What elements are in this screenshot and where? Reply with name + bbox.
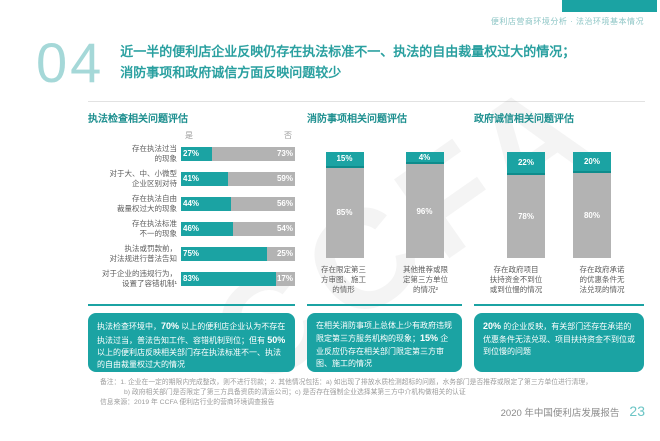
chart-government-integrity: 政府诚信相关问题评估 22% 78% 20% 80% 存在政府项目 扶持资金不到… <box>474 110 644 306</box>
callout-fire: 在相关消防事项上总体上少有政府违规限定第三方服务机构的现象；15% 企业反应仍存… <box>307 313 462 372</box>
charts-row: 执法检查相关问题评估 是 否 存在执法过当 的现象 27% 73% 对于大、中、… <box>88 110 645 306</box>
bar-segment-no: 85% <box>325 167 364 258</box>
bar-category-label: 存在政府承诺 的优惠条件无 法兑现的情况 <box>579 265 625 294</box>
callout-law: 执法检查环境中，70% 以上的便利店企业认为不存在执法过当，普法告知工作、容错机… <box>88 313 295 372</box>
stacked-bar: 75% 25% <box>181 246 295 261</box>
chart-title-law: 执法检查相关问题评估 <box>88 114 188 125</box>
footnote-line-1: 备注：1. 企业在一定的期限内完成整改，则不进行罚款；2. 其他情况包括：a) … <box>100 379 593 386</box>
bar-category-label: 其他推荐或限 定第三方单位 的情况² <box>403 265 448 294</box>
callout-text: 执法检查环境中， <box>97 322 161 331</box>
bar-segment-yes: 22% <box>507 152 545 176</box>
bar-segment-yes: 75% <box>181 246 267 261</box>
bar-segment-yes: 4% <box>405 152 444 164</box>
bar-row: 执法或罚款前， 对法规进行普法告知 75% 25% <box>88 243 295 264</box>
chart-title-gov: 政府诚信相关问题评估 <box>474 114 574 125</box>
bar-row-label: 存在执法过当 的现象 <box>132 144 177 163</box>
top-accent-bar <box>562 0 657 12</box>
page-number: 23 <box>629 403 645 419</box>
bar-segment-yes: 27% <box>181 146 212 161</box>
section-number: 04 <box>36 31 105 94</box>
bar-segment-no: 25% <box>266 246 295 261</box>
chart-title-fire: 消防事项相关问题评估 <box>307 114 407 125</box>
stacked-bar: 46% 54% <box>181 221 295 236</box>
bar-segment-yes: 15% <box>325 152 364 168</box>
bar-segment-no: 78% <box>507 175 545 258</box>
axis-baseline <box>307 304 462 306</box>
bar-row-label: 存在执法自由 裁量权过大的现象 <box>117 194 177 213</box>
stacked-bar: 41% 59% <box>181 171 295 186</box>
bar-row: 存在执法自由 裁量权过大的现象 44% 56% <box>88 193 295 214</box>
bar-segment-yes: 46% <box>181 221 234 236</box>
chart-law-enforcement: 执法检查相关问题评估 是 否 存在执法过当 的现象 27% 73% 对于大、中、… <box>88 110 295 306</box>
callout-highlight: 70% <box>161 321 180 331</box>
bar-row: 存在执法标准 不一的现象 46% 54% <box>88 218 295 239</box>
bar-row-label: 存在执法标准 不一的现象 <box>132 219 177 238</box>
bar-row: 对于大、中、小微型 企业区别对待 41% 59% <box>88 168 295 189</box>
footer-report-title: 2020 年中国便利店发展报告 <box>500 408 620 419</box>
callout-text: 的企业反映，有关部门还存在承诺的优惠条件无法兑现、项目扶持资金不到位或到位慢的问… <box>483 322 635 356</box>
bar-row-label: 执法或罚款前， 对法规进行普法告知 <box>109 244 178 263</box>
bar-segment-no: 73% <box>211 146 295 161</box>
axis-baseline <box>88 304 295 306</box>
bar-segment-yes: 44% <box>181 196 232 211</box>
breadcrumb: 便利店营商环境分析 · 法治环境基本情况 <box>490 17 644 26</box>
stacked-bar: 20% 80% <box>573 152 611 258</box>
bar-segment-no: 17% <box>275 271 295 286</box>
title-line-2: 消防事项和政府诚信方面反映问题较少 <box>120 65 342 80</box>
bar-category-label: 存在政府项目 扶持资金不到位 或到位慢的情况 <box>489 265 543 294</box>
bar-segment-no: 59% <box>227 171 295 186</box>
title-line-1: 近一半的便利店企业反映仍存在执法标准不一、执法的自由裁量权过大的情况； <box>120 44 576 59</box>
bar-segment-yes: 20% <box>573 152 611 174</box>
bar-segment-no: 96% <box>405 164 444 258</box>
legend-no-label: 否 <box>284 131 292 140</box>
stacked-bar: 83% 17% <box>181 271 295 286</box>
callout-text: 在相关消防事项上总体上少有政府违规限定第三方服务机构的现象； <box>316 321 452 343</box>
callout-highlight: 50% <box>267 334 286 345</box>
bar-segment-yes: 83% <box>181 271 276 286</box>
bar-row-label: 对于企业的违规行为， 设置了容错机制¹ <box>102 269 177 288</box>
stacked-bar: 44% 56% <box>181 196 295 211</box>
callout-highlight: 20% <box>483 321 502 331</box>
bar-segment-yes: 41% <box>181 171 228 186</box>
bar-category-labels: 存在政府项目 扶持资金不到位 或到位慢的情况 存在政府承诺 的优惠条件无 法兑现… <box>474 265 644 294</box>
callout-text: 以上的便利店反映相关部门存在执法标准不一、执法的自由裁量权过大的情况 <box>97 348 281 369</box>
legend-yes-label: 是 <box>185 131 193 140</box>
vertical-bars: 15% 85% 4% 96% <box>307 152 462 258</box>
bar-row-label: 对于大、中、小微型 企业区别对待 <box>109 169 178 188</box>
bar-row: 存在执法过当 的现象 27% 73% <box>88 143 295 164</box>
bar-row: 对于企业的违规行为， 设置了容错机制¹ 83% 17% <box>88 268 295 289</box>
callouts-row: 执法检查环境中，70% 以上的便利店企业认为不存在执法过当，普法告知工作、容错机… <box>88 313 645 372</box>
callout-gov: 20% 的企业反映，有关部门还存在承诺的优惠条件无法兑现、项目扶持资金不到位或到… <box>474 313 644 372</box>
header-divider <box>88 101 645 102</box>
stacked-bar: 4% 96% <box>405 152 444 258</box>
callout-text: 以上的便利店企业认为不存在执法过当，普法告知工作、容错机制到位；但有 <box>97 322 286 345</box>
axis-baseline <box>474 304 644 306</box>
bar-segment-no: 80% <box>573 173 611 258</box>
bar-segment-no: 56% <box>231 196 295 211</box>
chart-law-legend: 是 否 <box>88 130 295 141</box>
callout-text: 企业反应仍存在相关部门限定第三方审图、施工的情况 <box>316 334 449 368</box>
bar-category-labels: 存在限定第三 方审图、施工 的情形 其他推荐或限 定第三方单位 的情况² <box>307 265 462 294</box>
footnote-source: 信息来源：2019 年 CCFA 便利店行业的营商环境调查报告 <box>100 399 275 407</box>
vertical-bars: 22% 78% 20% 80% <box>474 152 644 258</box>
stacked-bar: 22% 78% <box>507 152 545 258</box>
bar-segment-no: 54% <box>233 221 295 236</box>
stacked-bar: 27% 73% <box>181 146 295 161</box>
chart-fire-matters: 消防事项相关问题评估 15% 85% 4% 96% 存在限定第三 方审图、施工 … <box>307 110 462 306</box>
footnotes: 备注：1. 企业在一定的期限内完成整改，则不进行罚款；2. 其他情况包括：a) … <box>100 378 645 409</box>
callout-highlight: 15% <box>420 333 439 343</box>
slide-heading: 04 近一半的便利店企业反映仍存在执法标准不一、执法的自由裁量权过大的情况； 消… <box>36 34 575 92</box>
footnote-line-2: b) 政府相关部门是否限定了第三方具备资质的清运公司；c) 是否存在强制企业选择… <box>124 389 466 397</box>
stacked-bar: 15% 85% <box>325 152 364 258</box>
page-footer: 2020 年中国便利店发展报告 23 <box>501 403 645 419</box>
bar-category-label: 存在限定第三 方审图、施工 的情形 <box>321 265 366 294</box>
page-title: 近一半的便利店企业反映仍存在执法标准不一、执法的自由裁量权过大的情况； 消防事项… <box>120 34 575 92</box>
